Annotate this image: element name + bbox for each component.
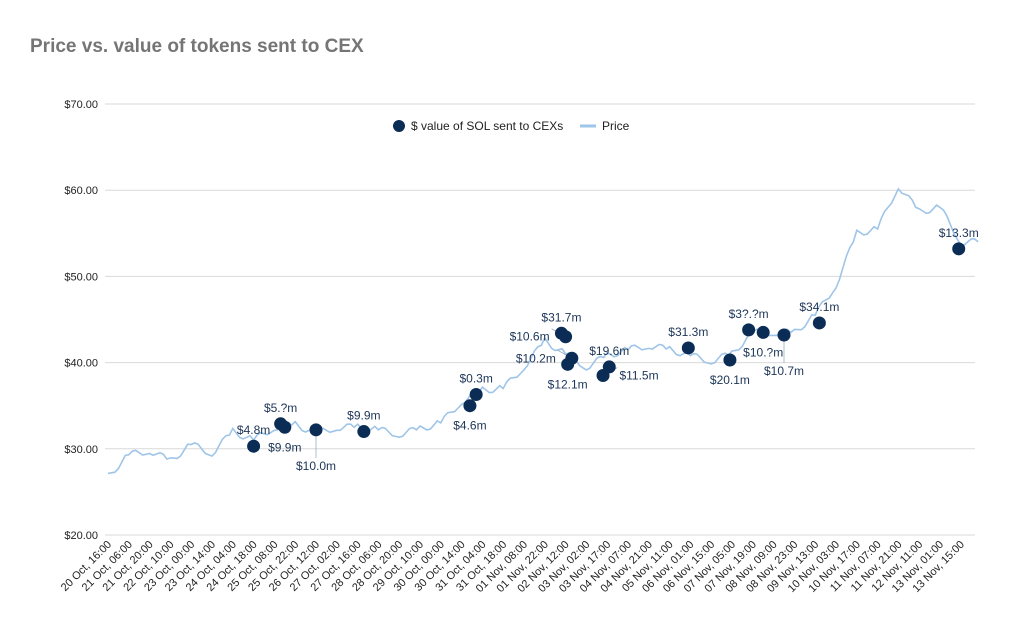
data-label: $5.?m: [264, 401, 297, 415]
transfer-point: [602, 360, 616, 374]
data-label: $31.3m: [668, 325, 708, 339]
transfer-point: [559, 330, 573, 344]
label-leaders: [315, 328, 785, 458]
data-label: $34.1m: [799, 300, 839, 314]
transfer-point: [952, 242, 966, 256]
legend-label-transfers: $ value of SOL sent to CEXs: [411, 119, 563, 133]
chart-title: Price vs. value of tokens sent to CEX: [30, 36, 364, 57]
transfer-point: [723, 353, 737, 367]
legend-label-price: Price: [602, 119, 630, 133]
transfer-point: [777, 328, 791, 342]
data-label: $10.7m: [764, 364, 804, 378]
data-label: $10.?m: [743, 345, 783, 359]
data-label: $10.6m: [510, 330, 550, 344]
y-tick-label: $50.00: [64, 271, 98, 283]
y-tick-label: $30.00: [64, 444, 98, 456]
transfer-point: [278, 420, 292, 434]
data-label: $19.6m: [589, 344, 629, 358]
data-label: $20.1m: [710, 373, 750, 387]
transfer-point: [463, 399, 477, 413]
data-label: $9.9m: [268, 440, 301, 454]
transfer-point: [812, 316, 826, 330]
data-label: $12.1m: [548, 377, 588, 391]
y-tick-label: $40.00: [64, 358, 98, 370]
transfer-point: [309, 423, 323, 437]
y-tick-label: $20.00: [64, 530, 98, 542]
legend-marker-transfers: [393, 120, 405, 132]
data-label: $11.5m: [619, 369, 658, 383]
data-label: $0.3m: [459, 371, 492, 385]
transfer-point: [681, 341, 695, 355]
data-label: $4.6m: [453, 419, 486, 433]
data-label: $3?.?m: [729, 307, 769, 321]
transfer-point: [756, 325, 770, 339]
y-tick-label: $70.00: [64, 99, 98, 111]
transfer-point: [469, 387, 483, 401]
data-label: $9.9m: [347, 409, 380, 423]
y-tick-label: $60.00: [64, 185, 98, 197]
data-label: $31.7m: [541, 310, 581, 324]
transfer-point: [561, 357, 575, 371]
transfer-point: [742, 323, 756, 337]
data-label: $10.2m: [516, 351, 556, 365]
transfer-point: [247, 439, 261, 453]
data-label: $10.0m: [296, 459, 336, 473]
transfer-point: [357, 425, 371, 439]
data-label: $4.8m: [237, 423, 270, 437]
data-label: $13.3m: [939, 226, 979, 240]
